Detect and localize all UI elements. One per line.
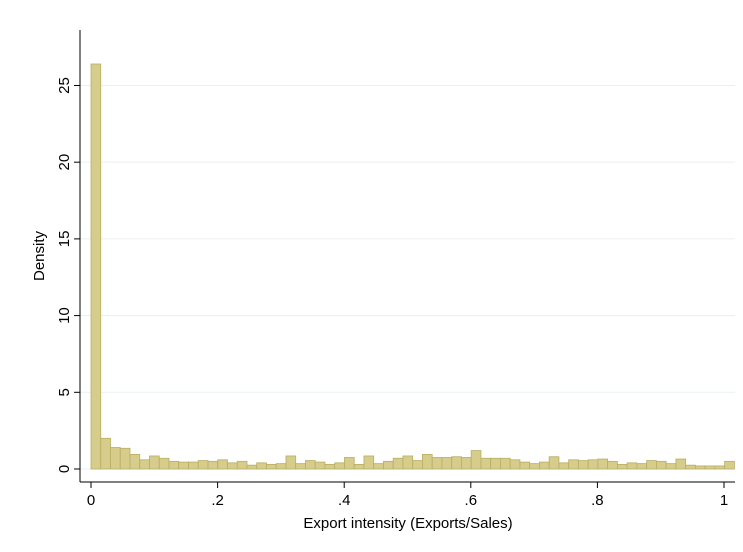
histogram-bar — [285, 455, 297, 470]
histogram-bar — [655, 460, 667, 470]
histogram-bar — [704, 465, 716, 470]
histogram-bar — [519, 461, 531, 470]
histogram-bar — [275, 463, 287, 470]
y-tick-label: 10 — [56, 307, 73, 324]
histogram-bar — [412, 460, 423, 470]
histogram-bar — [685, 464, 696, 470]
histogram-bar — [548, 456, 560, 470]
x-tick-label: 1 — [720, 492, 728, 509]
histogram-bar — [451, 456, 462, 470]
histogram-bar — [558, 462, 570, 470]
histogram-bar — [197, 460, 209, 470]
histogram-bar — [266, 463, 277, 470]
histogram-bar — [587, 459, 599, 470]
x-tick-label: .6 — [465, 492, 478, 509]
y-tick-label: 15 — [56, 231, 73, 248]
axes — [79, 30, 735, 483]
histogram-bar — [188, 461, 199, 470]
x-tick-label: .8 — [591, 492, 604, 509]
histogram-bar — [578, 460, 589, 470]
histogram-bar — [646, 460, 657, 470]
histogram-bar — [568, 459, 579, 470]
histogram-bar — [295, 463, 306, 470]
histogram-bar — [480, 457, 492, 470]
histogram-bar — [90, 63, 102, 470]
y-tick-label: 5 — [56, 388, 73, 396]
histogram-bar — [363, 455, 375, 470]
histogram-bar — [324, 463, 336, 470]
histogram-bar — [714, 465, 726, 470]
histogram-bar — [617, 463, 628, 470]
histogram-bar — [665, 463, 677, 470]
histogram-bar — [119, 447, 131, 470]
y-tick-label: 25 — [56, 77, 73, 94]
histogram-bar — [139, 459, 150, 470]
histogram-bar — [509, 459, 521, 470]
histogram-bar — [227, 462, 238, 470]
histogram-bar — [149, 455, 160, 470]
histogram-bar — [724, 460, 735, 470]
histogram-bar — [158, 457, 170, 470]
histogram-bar — [353, 463, 365, 470]
y-tick-label: 0 — [56, 465, 73, 473]
histogram-bar — [178, 461, 189, 470]
histogram-bar — [344, 457, 355, 470]
histogram-bar — [110, 447, 121, 470]
histogram-bar — [392, 457, 404, 470]
histogram-bar — [207, 460, 219, 470]
histogram-bar — [470, 450, 482, 470]
histogram-bar — [461, 457, 472, 470]
y-tick-label: 20 — [56, 154, 73, 171]
histogram-bar — [236, 460, 248, 470]
histogram-bar — [383, 460, 394, 470]
x-tick-label: .4 — [338, 492, 351, 509]
x-tick-label: 0 — [87, 492, 95, 509]
histogram-bar — [305, 460, 316, 470]
histogram-bar — [431, 457, 443, 470]
histogram-bar — [675, 458, 687, 470]
bars-group — [90, 63, 735, 470]
x-tick-label: .2 — [211, 492, 224, 509]
y-axis-ticks: 0 5 10 15 20 25 — [56, 77, 80, 473]
histogram-bar — [539, 461, 550, 470]
histogram-bar — [168, 460, 180, 470]
histogram-bar — [441, 457, 453, 470]
histogram-bar — [694, 465, 706, 470]
histogram-bar — [597, 458, 609, 470]
histogram-bar — [334, 462, 345, 470]
histogram-bar — [529, 463, 540, 470]
histogram-bar — [256, 462, 267, 470]
histogram-bar — [500, 457, 511, 470]
histogram-bar — [246, 464, 258, 470]
histogram-bar — [373, 463, 384, 470]
x-axis-title: Export intensity (Exports/Sales) — [303, 515, 512, 532]
histogram-bar — [217, 459, 228, 470]
histogram-bar — [607, 460, 618, 470]
histogram-bar — [422, 454, 433, 470]
histogram-bar — [100, 437, 111, 470]
histogram-bar — [636, 463, 648, 470]
histogram-bar — [626, 462, 638, 470]
histogram-bar — [490, 457, 501, 470]
histogram-bar — [402, 455, 414, 470]
histogram-bar — [314, 461, 326, 470]
y-axis-title: Density — [31, 230, 48, 281]
x-axis-ticks: 0 .2 .4 .6 .8 1 — [87, 482, 728, 509]
histogram-bar — [129, 454, 141, 470]
